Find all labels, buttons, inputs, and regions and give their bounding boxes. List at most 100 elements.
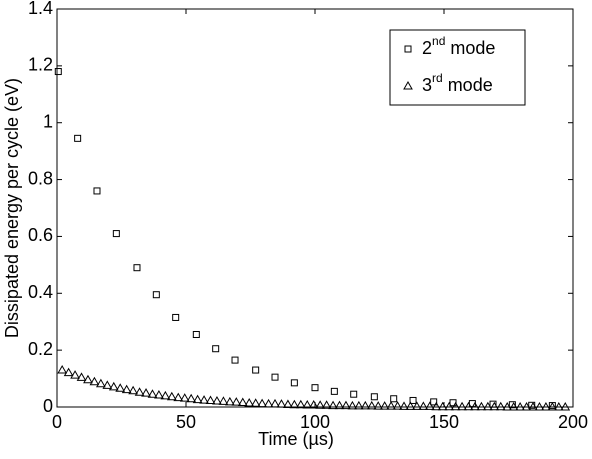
y-tick-label: 0: [43, 396, 53, 416]
data-point: [302, 400, 313, 409]
data-point: [295, 399, 306, 409]
data-point: [192, 331, 200, 339]
data-point: [366, 400, 377, 410]
data-point: [386, 401, 396, 410]
data-point: [271, 373, 279, 381]
legend-label: 2nd mode: [422, 34, 495, 58]
data-point: [341, 400, 351, 410]
data-point: [186, 393, 197, 403]
data-point: [252, 366, 260, 374]
data-point: [192, 394, 203, 404]
data-point: [463, 401, 474, 411]
data-point: [102, 380, 113, 389]
data-point: [495, 401, 506, 411]
data-point: [392, 401, 403, 410]
data-point: [290, 379, 298, 387]
data-point: [315, 400, 326, 409]
data-point: [95, 378, 106, 388]
data-point: [173, 392, 184, 402]
data-point: [263, 398, 274, 408]
y-tick-label: 1: [43, 111, 53, 131]
data-point: [205, 395, 216, 404]
data-point: [521, 401, 532, 411]
data-point: [63, 367, 74, 377]
data-point: [405, 401, 416, 410]
y-tick-label: 0.6: [28, 225, 53, 245]
data-point: [321, 400, 332, 409]
data-point: [347, 400, 358, 410]
data-point: [515, 401, 525, 411]
data-point: [289, 399, 300, 409]
legend-marker: [403, 80, 413, 90]
data-point: [172, 313, 180, 321]
data-point: [257, 398, 267, 408]
data-point: [83, 374, 93, 384]
y-axis-label: Dissipated energy per cycle (eV): [2, 78, 22, 338]
data-point: [133, 264, 141, 272]
data-point: [112, 230, 120, 238]
data-point: [311, 384, 319, 392]
data-point: [430, 398, 438, 406]
data-point: [328, 400, 338, 410]
data-point: [418, 401, 429, 410]
data-point: [154, 390, 164, 399]
data-point: [212, 345, 220, 353]
data-point: [308, 400, 319, 409]
x-axis-label: Time (µs): [258, 429, 334, 449]
data-point: [370, 393, 378, 401]
y-tick-label: 1.2: [28, 55, 53, 75]
x-tick-label: 150: [429, 412, 459, 432]
data-point: [283, 399, 293, 408]
data-point: [508, 401, 519, 411]
data-point: [390, 395, 398, 403]
data-point: [424, 401, 435, 410]
data-point: [508, 401, 516, 409]
data-point: [360, 400, 371, 410]
legend-marker: [404, 45, 412, 53]
data-point: [121, 384, 132, 394]
data-point: [270, 398, 280, 408]
data-point: [74, 134, 82, 142]
data-point: [54, 68, 62, 76]
data-point: [166, 391, 177, 401]
data-point: [224, 396, 235, 406]
data-point: [379, 401, 390, 410]
data-point: [276, 399, 287, 408]
legend-label-part: 3: [422, 75, 432, 95]
data-point: [489, 400, 497, 408]
data-point: [147, 389, 158, 398]
x-tick-label: 200: [558, 412, 588, 432]
data-point: [160, 390, 171, 400]
data-point: [244, 398, 255, 407]
data-point: [57, 365, 68, 374]
data-point: [553, 401, 564, 411]
data-point: [457, 401, 467, 411]
data-point: [218, 396, 229, 405]
data-point: [444, 401, 455, 411]
legend-label-part: mode: [443, 75, 493, 95]
y-tick-label: 0.8: [28, 168, 53, 188]
legend-label-part: mode: [445, 38, 495, 58]
legend: [389, 29, 526, 106]
legend-label-part: 2: [422, 38, 432, 58]
y-tick-label: 0.2: [28, 339, 53, 359]
data-point: [250, 398, 261, 407]
data-point: [330, 387, 338, 395]
data-point: [212, 396, 222, 405]
data-point: [399, 401, 409, 410]
data-point: [353, 400, 364, 410]
data-point: [108, 381, 119, 391]
data-point: [437, 401, 448, 411]
data-point: [373, 401, 384, 410]
data-point: [350, 390, 358, 398]
data-point: [152, 291, 160, 299]
data-point: [412, 401, 422, 410]
data-point: [409, 396, 417, 404]
data-point: [476, 401, 487, 411]
data-point: [237, 397, 248, 406]
data-point: [134, 387, 145, 396]
data-point: [76, 372, 87, 381]
y-tick-label: 0.4: [28, 282, 53, 302]
legend-label-part: rd: [432, 71, 443, 85]
